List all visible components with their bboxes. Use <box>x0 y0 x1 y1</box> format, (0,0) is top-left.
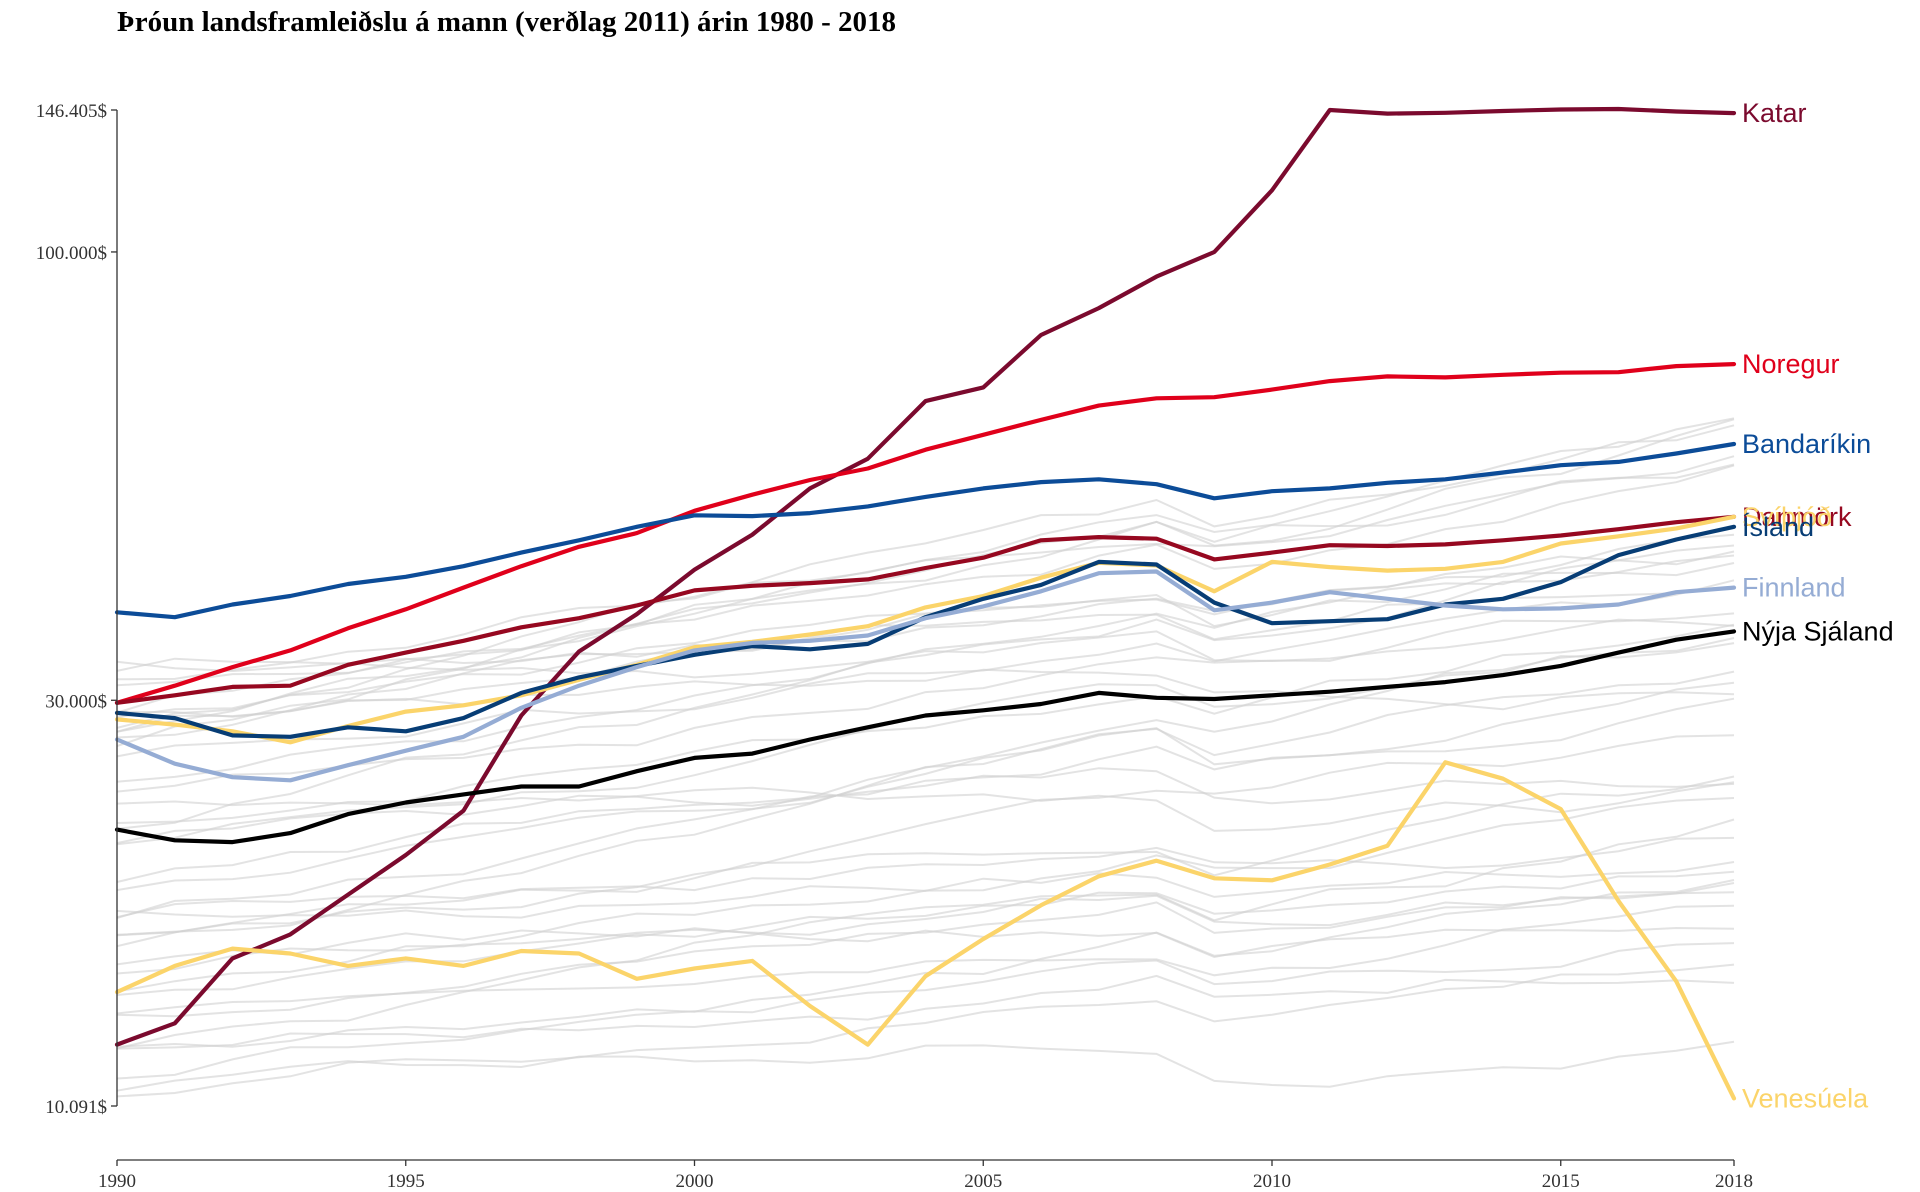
background-series-line <box>116 550 1735 672</box>
background-series-line <box>116 1040 1735 1092</box>
x-tick-label: 2015 <box>1542 1171 1580 1192</box>
background-series-line <box>116 637 1735 883</box>
series-line-nyja-sjaland <box>114 629 1737 845</box>
background-series-line <box>116 579 1735 758</box>
background-series-line <box>116 870 1735 996</box>
background-series-line <box>116 681 1735 919</box>
background-series-line <box>116 418 1735 714</box>
x-tick-label: 2018 <box>1715 1171 1753 1192</box>
series-line-island <box>114 524 1737 739</box>
background-series-line <box>116 904 1735 1015</box>
chart-title: Þróun landsframleiðslu á mann (verðlag 2… <box>117 6 896 38</box>
chart-axes: 10.091$ 30.000$ 100.000$ 146.405$ 1990 1995 2… <box>36 101 1753 1192</box>
background-series-line <box>116 926 1735 966</box>
background-series-line <box>116 455 1735 748</box>
background-series-line <box>116 963 1735 1098</box>
series-label-finnland: Finnland <box>1742 573 1846 603</box>
series-label-katar: Katar <box>1742 98 1807 128</box>
background-series-line <box>116 463 1735 687</box>
background-series-line <box>116 554 1735 830</box>
background-series-line <box>116 942 1735 1080</box>
background-series-line <box>116 818 1735 1050</box>
series-line-venesuela <box>114 760 1737 1101</box>
background-series-line <box>116 668 1735 718</box>
background-series-line <box>116 797 1735 993</box>
highlighted-country-lines <box>114 106 1737 1101</box>
series-line-danmork <box>114 514 1737 705</box>
series-label-nyja-sjaland: Nýja Sjáland <box>1742 616 1894 646</box>
series-line-svithjod <box>114 514 1737 745</box>
background-series-line <box>116 697 1735 892</box>
x-tick-label: 2010 <box>1253 1171 1291 1192</box>
background-series-line <box>116 623 1735 824</box>
x-tick-label: 2005 <box>964 1171 1002 1192</box>
series-label-danmork: Danmörk <box>1742 502 1852 532</box>
background-country-lines <box>116 417 1735 1098</box>
series-label-bandarikin: Bandaríkin <box>1742 429 1871 459</box>
background-series-line <box>116 974 1735 1050</box>
background-series-line <box>116 775 1735 937</box>
background-series-line <box>116 424 1735 681</box>
y-tick-label: 10.091$ <box>45 1097 107 1118</box>
series-line-bandarikin <box>114 441 1737 620</box>
series-line-katar <box>114 106 1737 1047</box>
background-series-line <box>116 879 1735 1048</box>
y-tick-label: 30.000$ <box>45 691 107 712</box>
series-label-venesuela: Venesúela <box>1742 1083 1869 1113</box>
y-axis-ticks: 10.091$ 30.000$ 100.000$ 146.405$ <box>36 101 117 1118</box>
background-series-line <box>116 734 1735 948</box>
x-axis-ticks: 1990 1995 2000 2005 2010 2015 2018 <box>98 1160 1753 1192</box>
background-series-line <box>116 767 1735 845</box>
series-line-finnland <box>114 569 1737 783</box>
country-labels: Katar Noregur Bandaríkin DanmörkSvíþjóðÍsla… <box>1742 98 1894 1113</box>
series-line-noregur <box>114 362 1737 705</box>
x-tick-label: 2000 <box>676 1171 714 1192</box>
series-label-island: Ísland <box>1742 512 1814 542</box>
x-tick-label: 1995 <box>387 1171 425 1192</box>
series-label-noregur: Noregur <box>1742 349 1840 379</box>
y-tick-label: 146.405$ <box>36 101 107 122</box>
y-tick-label: 100.000$ <box>36 243 107 264</box>
series-label-svithjod: Svíþjóð <box>1742 502 1832 532</box>
background-series-line <box>116 836 1735 919</box>
background-series-line <box>116 612 1735 793</box>
background-series-line <box>116 464 1735 733</box>
x-tick-label: 1990 <box>98 1171 136 1192</box>
